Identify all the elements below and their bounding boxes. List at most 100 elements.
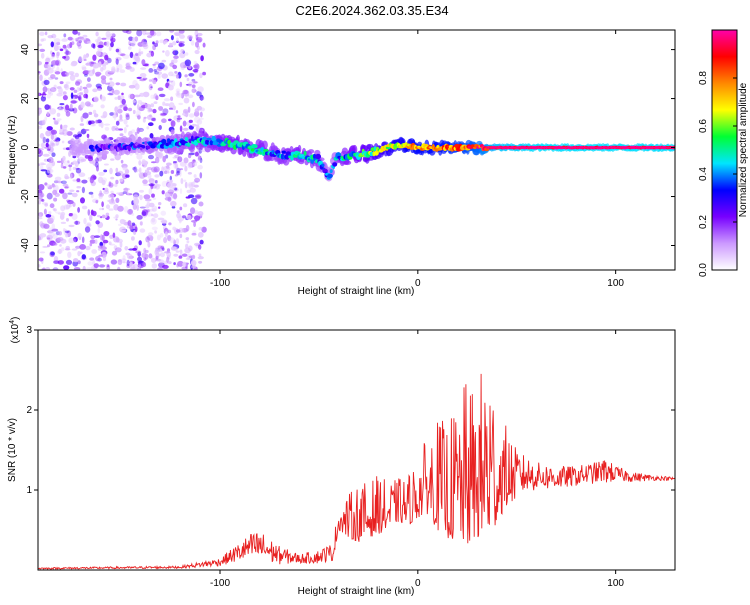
noise-blob: [155, 156, 160, 164]
noise-blob: [123, 127, 127, 134]
noise-blob: [43, 208, 47, 215]
noise-blob: [95, 119, 99, 124]
noise-blob: [51, 152, 56, 157]
noise-blob: [118, 223, 122, 227]
x-tick-label: 100: [607, 278, 624, 289]
noise-blob: [73, 236, 78, 243]
noise-blob: [187, 94, 194, 99]
noise-blob: [152, 197, 157, 200]
noise-blob: [109, 77, 113, 81]
noise-blob: [47, 35, 54, 39]
noise-blob: [84, 74, 88, 77]
noise-blob: [195, 34, 199, 41]
noise-blob: [110, 32, 116, 37]
noise-blob: [110, 41, 114, 48]
noise-blob: [81, 254, 87, 260]
noise-blob: [60, 247, 65, 252]
noise-blob: [138, 240, 142, 246]
noise-blob: [103, 123, 111, 126]
noise-blob: [176, 167, 181, 174]
noise-blob: [158, 125, 162, 130]
noise-blob: [70, 62, 77, 67]
noise-blob: [69, 103, 73, 110]
noise-blob: [134, 226, 138, 233]
noise-blob: [101, 207, 105, 211]
noise-blob: [60, 163, 64, 169]
noise-blob: [198, 227, 204, 231]
noise-blob: [164, 191, 171, 198]
noise-blob: [151, 193, 155, 198]
noise-blob: [182, 113, 186, 116]
noise-blob: [38, 148, 41, 155]
y-tick-label: 20: [20, 93, 31, 105]
noise-blob: [119, 229, 127, 232]
noise-blob: [191, 84, 196, 88]
snr-y-axis-label: SNR (10 * v/v): [7, 418, 18, 482]
ridge-core: [142, 145, 146, 149]
noise-blob: [161, 190, 165, 195]
noise-blob: [47, 67, 54, 74]
noise-blob: [164, 231, 168, 238]
noise-blob: [155, 183, 159, 186]
noise-blob: [178, 30, 185, 34]
noise-blob: [56, 237, 64, 242]
y-tick-label: 0: [20, 144, 31, 150]
noise-blob: [105, 212, 110, 217]
noise-blob: [100, 121, 104, 129]
noise-blob: [176, 210, 180, 214]
noise-blob: [39, 74, 43, 81]
noise-blob: [161, 219, 168, 225]
noise-blob: [80, 101, 85, 109]
noise-blob: [62, 192, 68, 200]
noise-blob: [54, 176, 62, 181]
noise-blob: [158, 259, 165, 264]
noise-blob: [93, 63, 96, 70]
noise-blob: [42, 245, 49, 248]
noise-blob: [125, 124, 129, 128]
noise-blob: [161, 118, 167, 123]
noise-blob: [110, 37, 116, 43]
noise-blob: [169, 237, 175, 243]
noise-blob: [188, 183, 194, 189]
noise-blob: [123, 119, 128, 125]
noise-blob: [74, 72, 80, 78]
noise-blob: [177, 260, 184, 267]
noise-blob: [167, 229, 172, 234]
noise-blob: [168, 118, 172, 122]
noise-blob: [89, 242, 93, 247]
noise-blob: [55, 211, 61, 214]
noise-blob: [132, 100, 136, 103]
noise-blob: [188, 119, 193, 123]
ridge-core: [233, 140, 239, 144]
noise-blob: [202, 42, 206, 48]
noise-blob: [170, 35, 174, 41]
noise-blob: [128, 84, 136, 89]
noise-blob: [46, 111, 50, 116]
ridge-halo: [344, 160, 352, 166]
noise-blob: [175, 110, 179, 114]
noise-blob: [92, 88, 98, 93]
noise-blob: [101, 214, 106, 219]
noise-blob: [184, 59, 192, 67]
noise-blob: [76, 178, 81, 183]
noise-blob: [198, 253, 202, 257]
noise-blob: [153, 69, 158, 72]
y-tick-label: 3: [26, 325, 32, 336]
noise-blob: [142, 183, 150, 186]
noise-blob: [40, 52, 45, 59]
noise-blob: [172, 58, 178, 64]
noise-blob: [150, 86, 153, 89]
noise-blob: [110, 176, 115, 180]
noise-blob: [38, 108, 43, 115]
noise-blob: [129, 93, 135, 100]
noise-blob: [183, 108, 189, 114]
noise-blob: [96, 165, 99, 172]
noise-blob: [194, 177, 201, 183]
noise-blob: [153, 213, 159, 219]
noise-blob: [151, 205, 158, 212]
noise-blob: [123, 187, 129, 194]
noise-blob: [107, 93, 114, 96]
noise-blob: [149, 30, 155, 36]
noise-blob: [87, 261, 93, 266]
noise-blob: [102, 187, 105, 191]
